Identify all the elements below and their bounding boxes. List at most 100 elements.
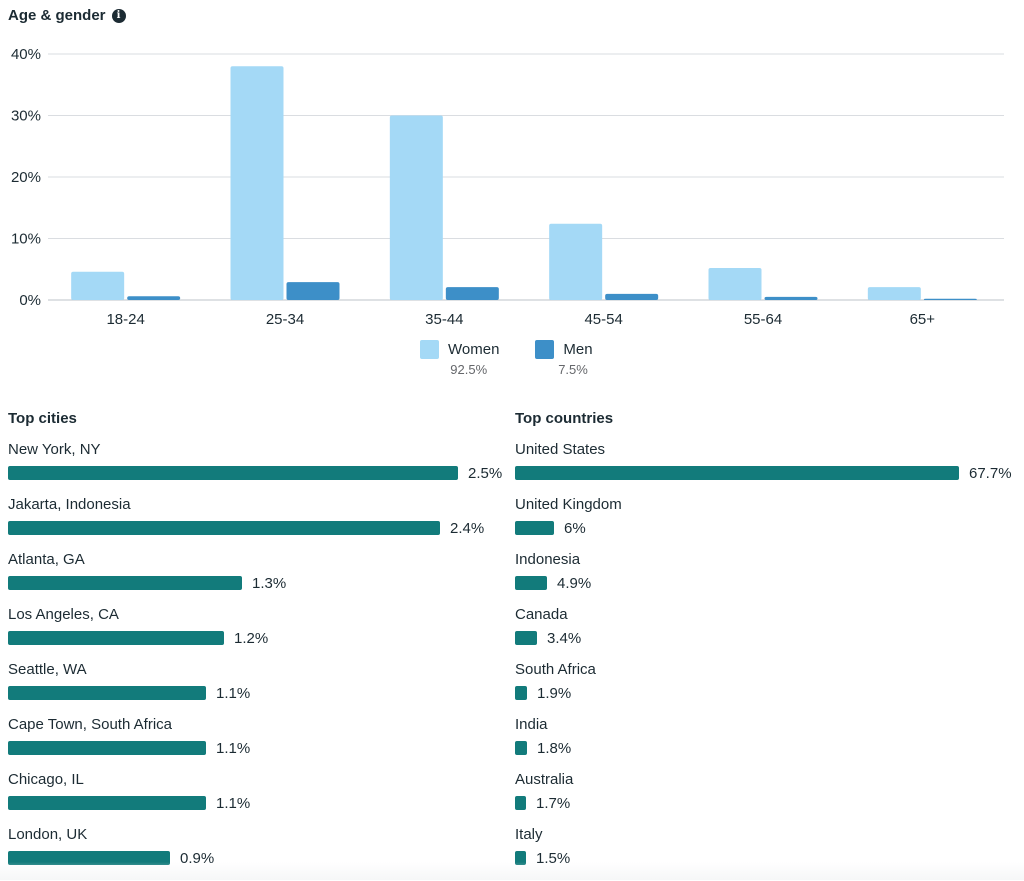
country-bar-row: 1.7% (515, 793, 1015, 813)
city-bar[interactable] (8, 576, 242, 590)
bar-women-65+[interactable] (867, 287, 921, 300)
city-label: Atlanta, GA (8, 551, 85, 568)
country-label: Indonesia (515, 551, 581, 568)
country-bar[interactable] (515, 741, 527, 755)
city-row: Seattle, WA 1.1% (8, 661, 508, 716)
age-gender-chart: 0% 10% 20% 30% 40% 18-24 25-34 35-44 45-54 55-64 6… (11, 46, 1004, 328)
x-tick-label: 65+ (910, 311, 936, 328)
y-tick-label: 0% (19, 292, 41, 309)
country-bar[interactable] (515, 686, 527, 700)
country-label: Australia (515, 771, 574, 788)
country-bar[interactable] (515, 851, 526, 865)
city-value: 1.2% (234, 629, 269, 647)
top-cities-list: Top cities New York, NY 2.5% Jakarta, Indo… (8, 410, 508, 881)
city-row: New York, NY 2.5% (8, 441, 508, 496)
bar-women-18-24[interactable] (71, 271, 125, 300)
city-bar-row: 1.1% (8, 793, 508, 813)
country-label: United Kingdom (515, 496, 622, 513)
country-row: Canada 3.4% (515, 606, 1015, 661)
country-value: 67.7% (969, 464, 1012, 482)
city-label: Los Angeles, CA (8, 606, 119, 623)
country-bar-row: 67.7% (515, 463, 1015, 483)
city-bar[interactable] (8, 631, 224, 645)
age-gender-header: Age & gender i (8, 7, 126, 24)
country-bar[interactable] (515, 521, 554, 535)
city-bar-row: 1.3% (8, 573, 508, 593)
legend-pct-women: 92.5% (450, 362, 488, 377)
country-label: Canada (515, 606, 568, 623)
country-row: United States 67.7% (515, 441, 1015, 496)
city-bar-row: 2.5% (8, 463, 508, 483)
city-label: Seattle, WA (8, 661, 87, 678)
chart-legend: Women 92.5% Men 7.5% (420, 340, 593, 377)
city-value: 1.1% (216, 684, 251, 702)
country-value: 4.9% (557, 574, 592, 592)
city-row: Los Angeles, CA 1.2% (8, 606, 508, 661)
country-row: United Kingdom 6% (515, 496, 1015, 551)
country-value: 1.7% (536, 794, 571, 812)
country-row: Indonesia 4.9% (515, 551, 1015, 606)
country-bar[interactable] (515, 631, 537, 645)
country-label: South Africa (515, 661, 596, 678)
city-value: 2.5% (468, 464, 503, 482)
bar-men-55-64[interactable] (764, 296, 818, 300)
bar-men-65+[interactable] (923, 298, 977, 300)
bar-men-35-44[interactable] (445, 287, 499, 300)
legend-pct-men: 7.5% (558, 362, 588, 377)
country-bar-row: 1.9% (515, 683, 1015, 703)
country-bar[interactable] (515, 576, 547, 590)
city-label: Jakarta, Indonesia (8, 496, 131, 513)
country-label: India (515, 716, 548, 733)
age-gender-title: Age & gender (8, 7, 106, 24)
city-bar[interactable] (8, 686, 206, 700)
country-bar[interactable] (515, 466, 959, 480)
city-label: New York, NY (8, 441, 101, 458)
bar-men-45-54[interactable] (605, 293, 659, 300)
city-bar-row: 1.1% (8, 738, 508, 758)
bar-women-25-34[interactable] (230, 66, 284, 300)
x-tick-label: 18-24 (106, 311, 144, 328)
legend-swatch-women (420, 340, 439, 359)
city-bar[interactable] (8, 851, 170, 865)
country-row: South Africa 1.9% (515, 661, 1015, 716)
legend-item-men[interactable]: Men 7.5% (535, 340, 593, 377)
country-bar-row: 6% (515, 518, 1015, 538)
bar-women-45-54[interactable] (549, 223, 603, 300)
bar-men-25-34[interactable] (286, 282, 340, 300)
country-label: United States (515, 441, 606, 458)
legend-label-women: Women (448, 341, 500, 358)
country-bar-row: 4.9% (515, 573, 1015, 593)
city-bar[interactable] (8, 796, 206, 810)
city-bar[interactable] (8, 466, 458, 480)
y-tick-label: 10% (11, 231, 41, 248)
legend-swatch-men (535, 340, 555, 359)
city-value: 1.1% (216, 794, 251, 812)
city-label: Chicago, IL (8, 771, 84, 788)
bar-men-18-24[interactable] (127, 296, 181, 300)
bar-women-55-64[interactable] (708, 268, 762, 300)
bottom-fade (0, 862, 1024, 880)
city-row: Atlanta, GA 1.3% (8, 551, 508, 606)
country-row: India 1.8% (515, 716, 1015, 771)
city-bar[interactable] (8, 521, 440, 535)
country-bar-row: 1.8% (515, 738, 1015, 758)
city-value: 2.4% (450, 519, 485, 537)
country-value: 3.4% (547, 629, 582, 647)
country-bar-row: 3.4% (515, 628, 1015, 648)
city-bar-row: 1.2% (8, 628, 508, 648)
info-icon[interactable]: i (111, 8, 126, 23)
country-row: Australia 1.7% (515, 771, 1015, 826)
legend-item-women[interactable]: Women 92.5% (420, 340, 499, 377)
bar-women-35-44[interactable] (389, 115, 443, 301)
city-bar-row: 2.4% (8, 518, 508, 538)
country-value: 6% (564, 519, 586, 537)
city-bar[interactable] (8, 741, 206, 755)
country-bar[interactable] (515, 796, 526, 810)
city-row: Chicago, IL 1.1% (8, 771, 508, 826)
top-countries-title: Top countries (515, 410, 614, 427)
city-row: Jakarta, Indonesia 2.4% (8, 496, 508, 551)
x-tick-label: 35-44 (425, 311, 463, 328)
city-label: London, UK (8, 826, 88, 843)
city-value: 1.1% (216, 739, 251, 757)
